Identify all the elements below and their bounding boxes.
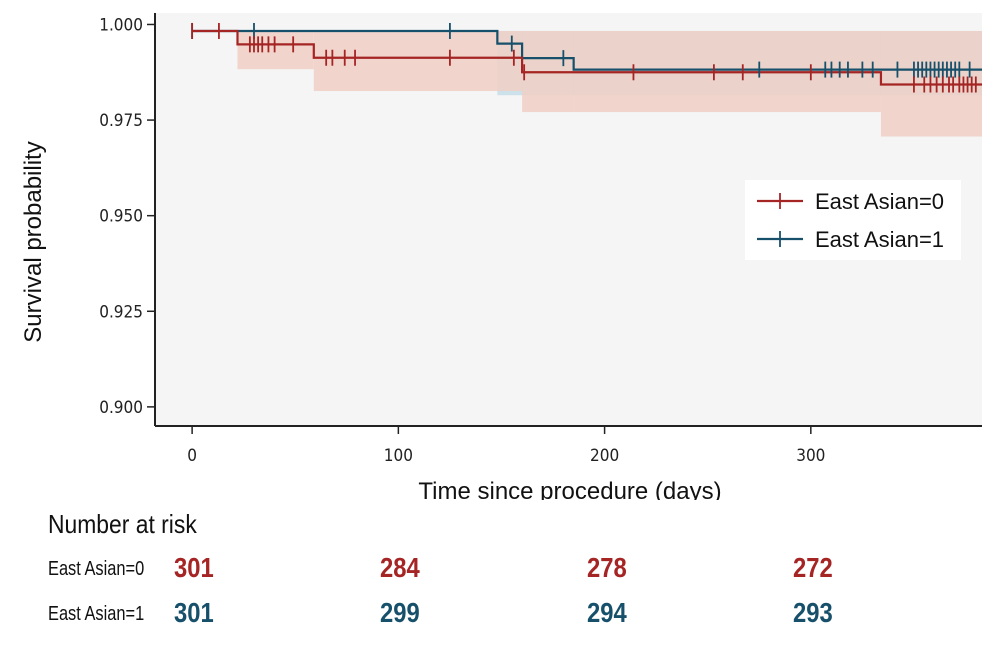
- legend: East Asian=0 East Asian=1: [745, 180, 961, 260]
- curve-series-0: [192, 29, 982, 86]
- risk-value-0-3: 272: [792, 552, 833, 583]
- x-tick-label-0: 0: [187, 446, 197, 466]
- y-tick-label-1: 0.925: [99, 302, 143, 322]
- x-axis-title: Time since procedure (days): [418, 478, 721, 500]
- ci-band-0-1: [237, 30, 314, 70]
- km-chart: 0.900 0.925 0.950 0.975 1.000 0 100 200 300 Time…: [20, 13, 982, 500]
- risk-value-1-0: 301: [174, 597, 214, 628]
- ci-band-0-2: [313, 30, 523, 92]
- y-axis-title: Survival probability: [20, 141, 47, 342]
- legend-box: [745, 180, 961, 260]
- risk-value-1-3: 293: [792, 597, 833, 628]
- risk-value-1-1: 299: [380, 597, 421, 628]
- x-tick-label-2: 200: [590, 446, 619, 466]
- legend-label-1: East Asian=1: [815, 227, 944, 252]
- survival-curves: [192, 29, 982, 86]
- legend-label-0: East Asian=0: [815, 189, 944, 214]
- risk-row-label-1: East Asian=1: [48, 603, 145, 625]
- risk-table-title: Number at risk: [48, 509, 197, 539]
- y-tick-label-4: 1.000: [99, 15, 143, 35]
- risk-value-1-2: 294: [586, 597, 627, 628]
- censor-marks: [191, 22, 977, 93]
- risk-row-label-0: East Asian=0: [48, 558, 145, 580]
- x-tick-label-1: 100: [384, 446, 413, 466]
- axes: 0.900 0.925 0.950 0.975 1.000 0 100 200 300: [99, 13, 982, 466]
- y-tick-label-3: 0.975: [99, 111, 143, 131]
- y-tick-label-0: 0.900: [99, 398, 143, 418]
- risk-value-0-0: 301: [174, 552, 214, 583]
- y-tick-label-2: 0.950: [99, 207, 143, 227]
- x-tick-label-3: 300: [796, 446, 825, 466]
- curve-series-1: [192, 29, 982, 71]
- risk-value-0-1: 284: [380, 552, 421, 583]
- risk-value-0-2: 278: [586, 552, 627, 583]
